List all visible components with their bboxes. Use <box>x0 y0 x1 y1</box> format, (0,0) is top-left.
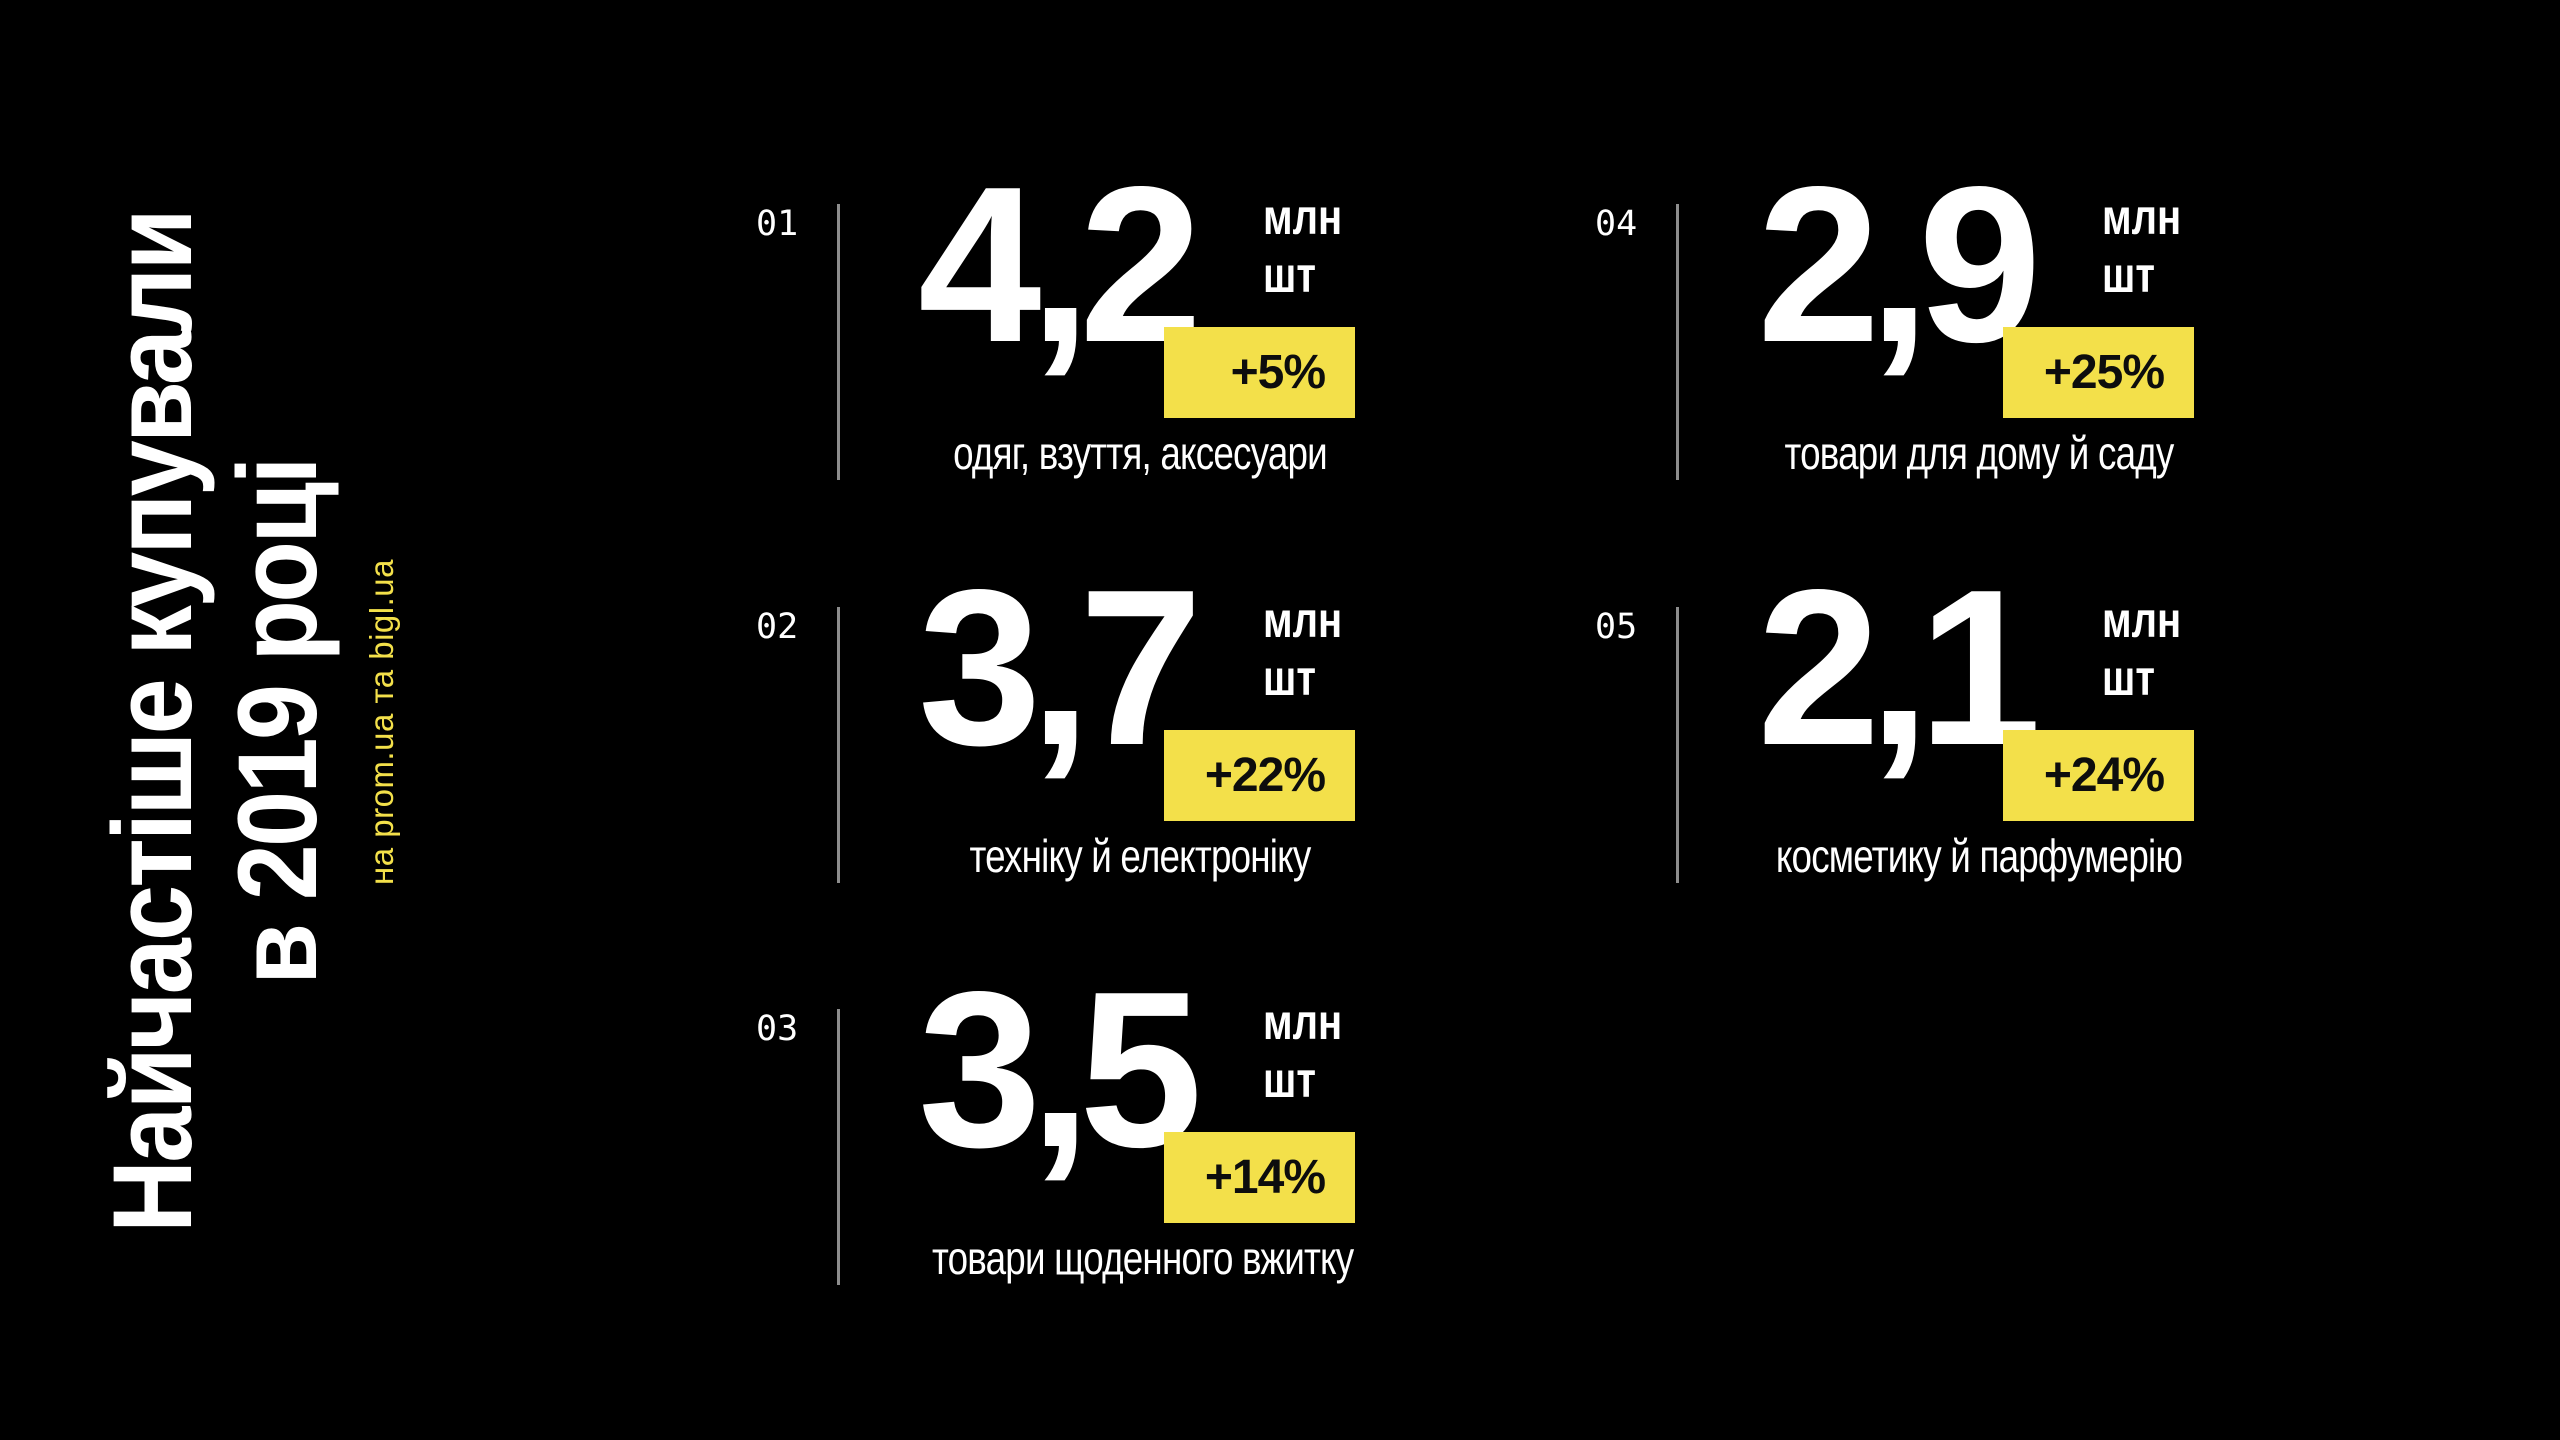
stat-unit-line-1: млн <box>1263 592 1343 648</box>
vertical-divider <box>837 607 840 883</box>
growth-badge: +25% <box>2003 327 2194 418</box>
stat-unit: млн шт <box>2102 591 2181 707</box>
stat-rank-label: 01 <box>756 204 799 244</box>
stat-category: одяг, взуття, аксесуари <box>953 427 1328 479</box>
stat-block-01: 01 4,2 млн шт +5% одяг, взуття, аксесуар… <box>740 154 1420 525</box>
stat-category: косметику й парфумерію <box>1775 830 2183 882</box>
stat-value: 2,1 <box>1757 544 2042 792</box>
stat-unit-line-1: млн <box>1263 189 1343 245</box>
stat-unit-line-2: шт <box>1263 650 1316 706</box>
stat-unit-line-2: шт <box>2102 247 2155 303</box>
stat-unit: млн шт <box>1263 993 1342 1109</box>
vertical-divider <box>837 1009 840 1285</box>
stat-value: 3,5 <box>918 946 1203 1194</box>
page-title-line-2: в 2019 році <box>215 459 341 985</box>
infographic-title-panel: Найчастіше купували в 2019 році на prom.… <box>90 72 420 1372</box>
growth-percent: +22% <box>1204 749 1326 802</box>
source-subtitle: на prom.ua та bigl.ua <box>362 559 400 885</box>
stat-unit-line-2: шт <box>1263 1052 1316 1108</box>
growth-badge: +5% <box>1164 327 1355 418</box>
stat-value: 3,7 <box>918 544 1203 792</box>
stat-unit-line-2: шт <box>1263 247 1316 303</box>
vertical-divider <box>1676 204 1679 480</box>
growth-percent: +24% <box>2043 749 2165 802</box>
page-title-line-1: Найчастіше купували <box>90 211 215 1233</box>
stat-category: товари щоденного вжитку <box>932 1232 1354 1284</box>
stat-unit-line-1: млн <box>1263 994 1343 1050</box>
growth-percent: +14% <box>1204 1151 1326 1204</box>
vertical-divider <box>837 204 840 480</box>
stat-rank-label: 04 <box>1595 204 1638 244</box>
vertical-divider <box>1676 607 1679 883</box>
stat-unit-line-1: млн <box>2102 189 2182 245</box>
stat-block-03: 03 3,5 млн шт +14% товари щоденного вжит… <box>740 959 1420 1330</box>
stat-value: 4,2 <box>918 141 1203 389</box>
stat-category: товари для дому й саду <box>1784 427 2174 479</box>
growth-badge: +24% <box>2003 730 2194 821</box>
stat-rank-label: 05 <box>1595 607 1638 647</box>
growth-badge: +14% <box>1164 1132 1355 1223</box>
growth-percent: +25% <box>2043 346 2165 399</box>
stat-unit: млн шт <box>1263 188 1342 304</box>
stat-rank-label: 03 <box>756 1009 799 1049</box>
stat-unit: млн шт <box>1263 591 1342 707</box>
stat-unit-line-2: шт <box>2102 650 2155 706</box>
stat-block-05: 05 2,1 млн шт +24% косметику й парфумері… <box>1579 557 2259 928</box>
stat-block-02: 02 3,7 млн шт +22% техніку й електроніку <box>740 557 1420 928</box>
stat-category: техніку й електроніку <box>969 830 1311 882</box>
stat-unit-line-1: млн <box>2102 592 2182 648</box>
growth-percent: +5% <box>1230 346 1326 399</box>
stat-value: 2,9 <box>1757 141 2042 389</box>
stat-rank-label: 02 <box>756 607 799 647</box>
stat-block-04: 04 2,9 млн шт +25% товари для дому й сад… <box>1579 154 2259 525</box>
stat-unit: млн шт <box>2102 188 2181 304</box>
growth-badge: +22% <box>1164 730 1355 821</box>
